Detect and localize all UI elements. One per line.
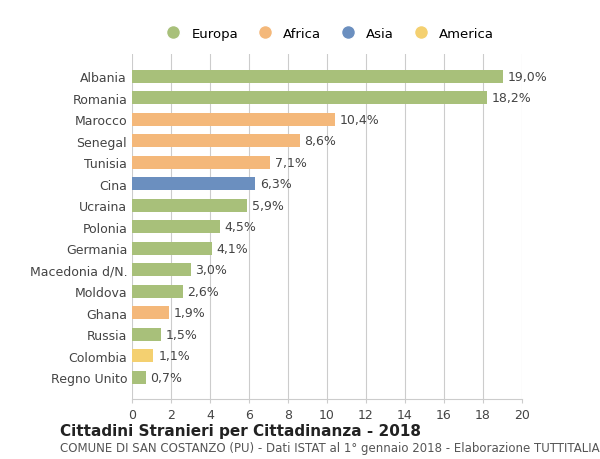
Text: 19,0%: 19,0% xyxy=(508,71,547,84)
Text: 4,5%: 4,5% xyxy=(224,221,257,234)
Text: COMUNE DI SAN COSTANZO (PU) - Dati ISTAT al 1° gennaio 2018 - Elaborazione TUTTI: COMUNE DI SAN COSTANZO (PU) - Dati ISTAT… xyxy=(60,442,600,454)
Bar xyxy=(132,307,169,319)
Text: 4,1%: 4,1% xyxy=(217,242,248,255)
Text: 0,7%: 0,7% xyxy=(151,371,182,384)
Bar xyxy=(132,371,146,384)
Bar xyxy=(132,113,335,127)
Text: 7,1%: 7,1% xyxy=(275,157,307,169)
Text: 10,4%: 10,4% xyxy=(340,113,379,127)
Legend: Europa, Africa, Asia, America: Europa, Africa, Asia, America xyxy=(156,24,498,45)
Bar xyxy=(132,349,154,362)
Bar xyxy=(132,263,191,276)
Text: Cittadini Stranieri per Cittadinanza - 2018: Cittadini Stranieri per Cittadinanza - 2… xyxy=(60,423,421,438)
Bar xyxy=(132,328,161,341)
Text: 8,6%: 8,6% xyxy=(305,135,337,148)
Bar xyxy=(132,285,182,298)
Text: 1,9%: 1,9% xyxy=(174,307,206,319)
Bar xyxy=(132,221,220,234)
Bar xyxy=(132,157,271,169)
Bar xyxy=(132,242,212,255)
Text: 2,6%: 2,6% xyxy=(188,285,220,298)
Text: 1,1%: 1,1% xyxy=(158,349,190,362)
Bar xyxy=(132,92,487,105)
Text: 18,2%: 18,2% xyxy=(492,92,532,105)
Text: 6,3%: 6,3% xyxy=(260,178,292,191)
Text: 1,5%: 1,5% xyxy=(166,328,198,341)
Bar xyxy=(132,199,247,212)
Bar xyxy=(132,178,255,191)
Bar xyxy=(132,71,503,84)
Text: 3,0%: 3,0% xyxy=(196,263,227,277)
Text: 5,9%: 5,9% xyxy=(252,199,284,212)
Bar xyxy=(132,135,300,148)
